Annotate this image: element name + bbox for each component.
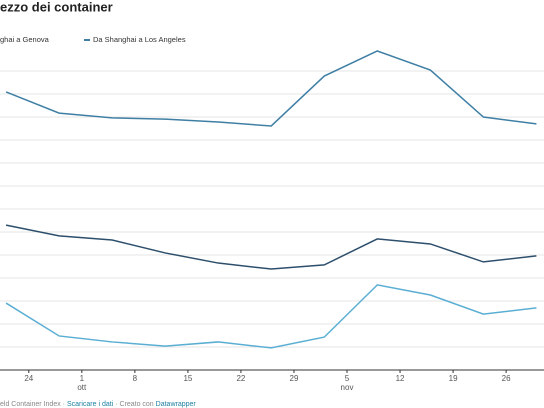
legend-label: Da Shanghai a Los Angeles	[93, 35, 186, 44]
x-month-label: nov	[341, 383, 354, 392]
x-tick-label: 5	[345, 374, 350, 383]
x-tick-label: 22	[236, 374, 245, 383]
x-tick-label: 26	[502, 374, 511, 383]
footer-text: eld Container Index ·	[0, 401, 67, 408]
line-series	[5, 224, 537, 270]
x-tick-label: 24	[24, 374, 33, 383]
x-tick-label: 8	[133, 374, 138, 383]
footer: eld Container Index · Scaricare i dati ·…	[0, 401, 196, 408]
x-tick-label: 12	[396, 374, 405, 383]
legend-label: ghai a Genova	[0, 35, 50, 44]
x-tick-label: 29	[290, 374, 299, 383]
footer-text: · Creato con	[113, 401, 155, 408]
x-tick-label: 1	[80, 374, 85, 383]
footer-link[interactable]: Datawrapper	[156, 401, 197, 408]
x-month-label: ott	[77, 383, 87, 392]
x-tick-label: 19	[449, 374, 458, 383]
footer-link[interactable]: Scaricare i dati	[67, 401, 114, 408]
line-series	[5, 284, 537, 349]
line-series	[5, 50, 537, 127]
x-tick-label: 15	[183, 374, 192, 383]
chart-title: ezzo dei container	[0, 0, 113, 14]
